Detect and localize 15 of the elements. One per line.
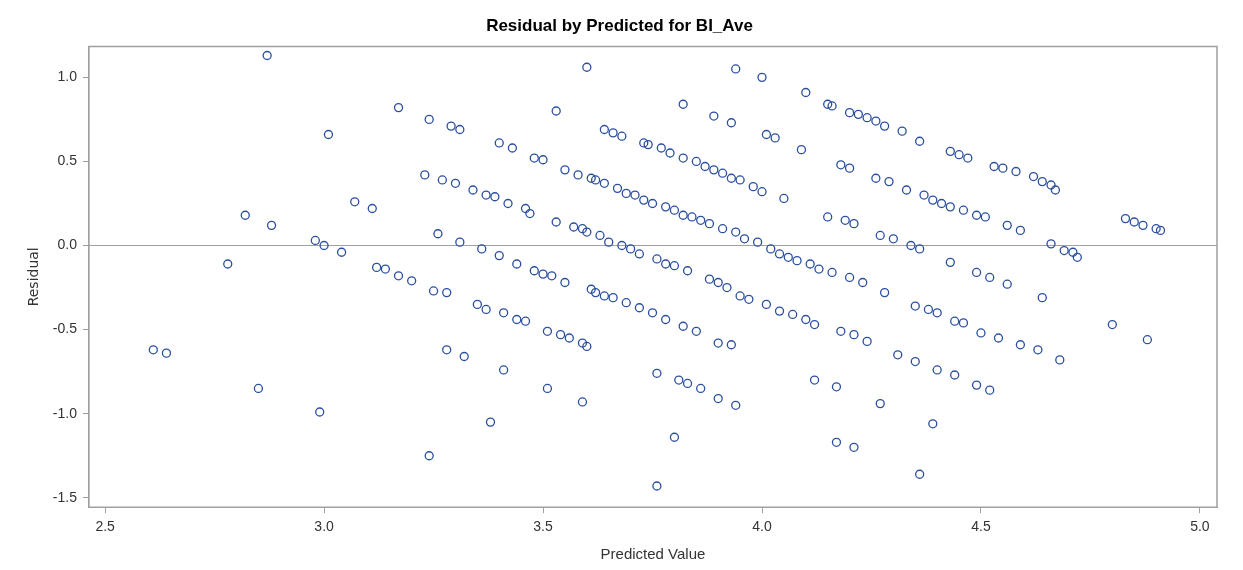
y-tick-label: 1.0 bbox=[57, 68, 78, 85]
x-tick-label: 2.5 bbox=[95, 518, 116, 535]
y-tick-label: 0.5 bbox=[57, 152, 78, 169]
x-axis-title: Predicted Value bbox=[600, 545, 706, 563]
y-tick-label: -1.5 bbox=[52, 488, 78, 505]
y-tick-label: -1.0 bbox=[52, 404, 78, 421]
y-tick-label: 0.0 bbox=[57, 236, 78, 253]
chart-title: Residual by Predicted for BI_Ave bbox=[486, 15, 753, 35]
x-tick-label: 3.0 bbox=[314, 518, 335, 535]
x-tick-label: 5.0 bbox=[1190, 518, 1210, 535]
x-tick-label: 4.0 bbox=[752, 518, 772, 535]
y-tick-label: -0.5 bbox=[52, 320, 78, 337]
x-tick-label: 4.5 bbox=[971, 518, 991, 535]
x-tick-label: 3.5 bbox=[533, 518, 553, 535]
y-axis-title: Residual bbox=[25, 247, 42, 307]
